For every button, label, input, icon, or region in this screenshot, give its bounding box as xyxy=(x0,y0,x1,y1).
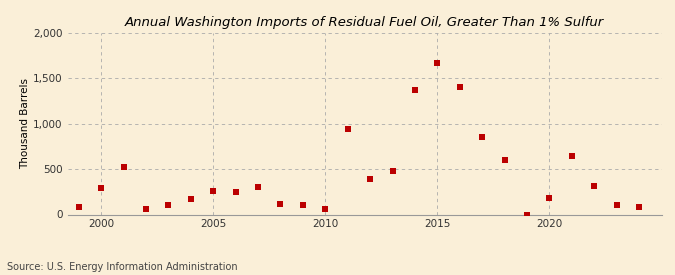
Y-axis label: Thousand Barrels: Thousand Barrels xyxy=(20,78,30,169)
Point xyxy=(634,205,645,209)
Point xyxy=(320,207,331,211)
Point xyxy=(96,186,107,190)
Point xyxy=(477,135,487,140)
Point xyxy=(500,158,510,162)
Point xyxy=(186,196,196,201)
Point xyxy=(74,205,84,210)
Point xyxy=(544,196,555,200)
Point xyxy=(432,61,443,65)
Point xyxy=(454,85,465,90)
Point xyxy=(163,202,173,207)
Point xyxy=(364,177,375,181)
Point xyxy=(140,207,151,211)
Text: Source: U.S. Energy Information Administration: Source: U.S. Energy Information Administ… xyxy=(7,262,238,272)
Point xyxy=(410,88,421,92)
Point xyxy=(522,212,533,217)
Point xyxy=(387,169,398,173)
Point xyxy=(252,185,263,189)
Point xyxy=(566,154,577,159)
Point xyxy=(589,184,599,189)
Point xyxy=(208,189,219,193)
Point xyxy=(118,165,129,169)
Title: Annual Washington Imports of Residual Fuel Oil, Greater Than 1% Sulfur: Annual Washington Imports of Residual Fu… xyxy=(125,16,604,29)
Point xyxy=(298,203,308,208)
Point xyxy=(342,126,353,131)
Point xyxy=(230,190,241,194)
Point xyxy=(612,203,622,208)
Point xyxy=(275,201,286,206)
